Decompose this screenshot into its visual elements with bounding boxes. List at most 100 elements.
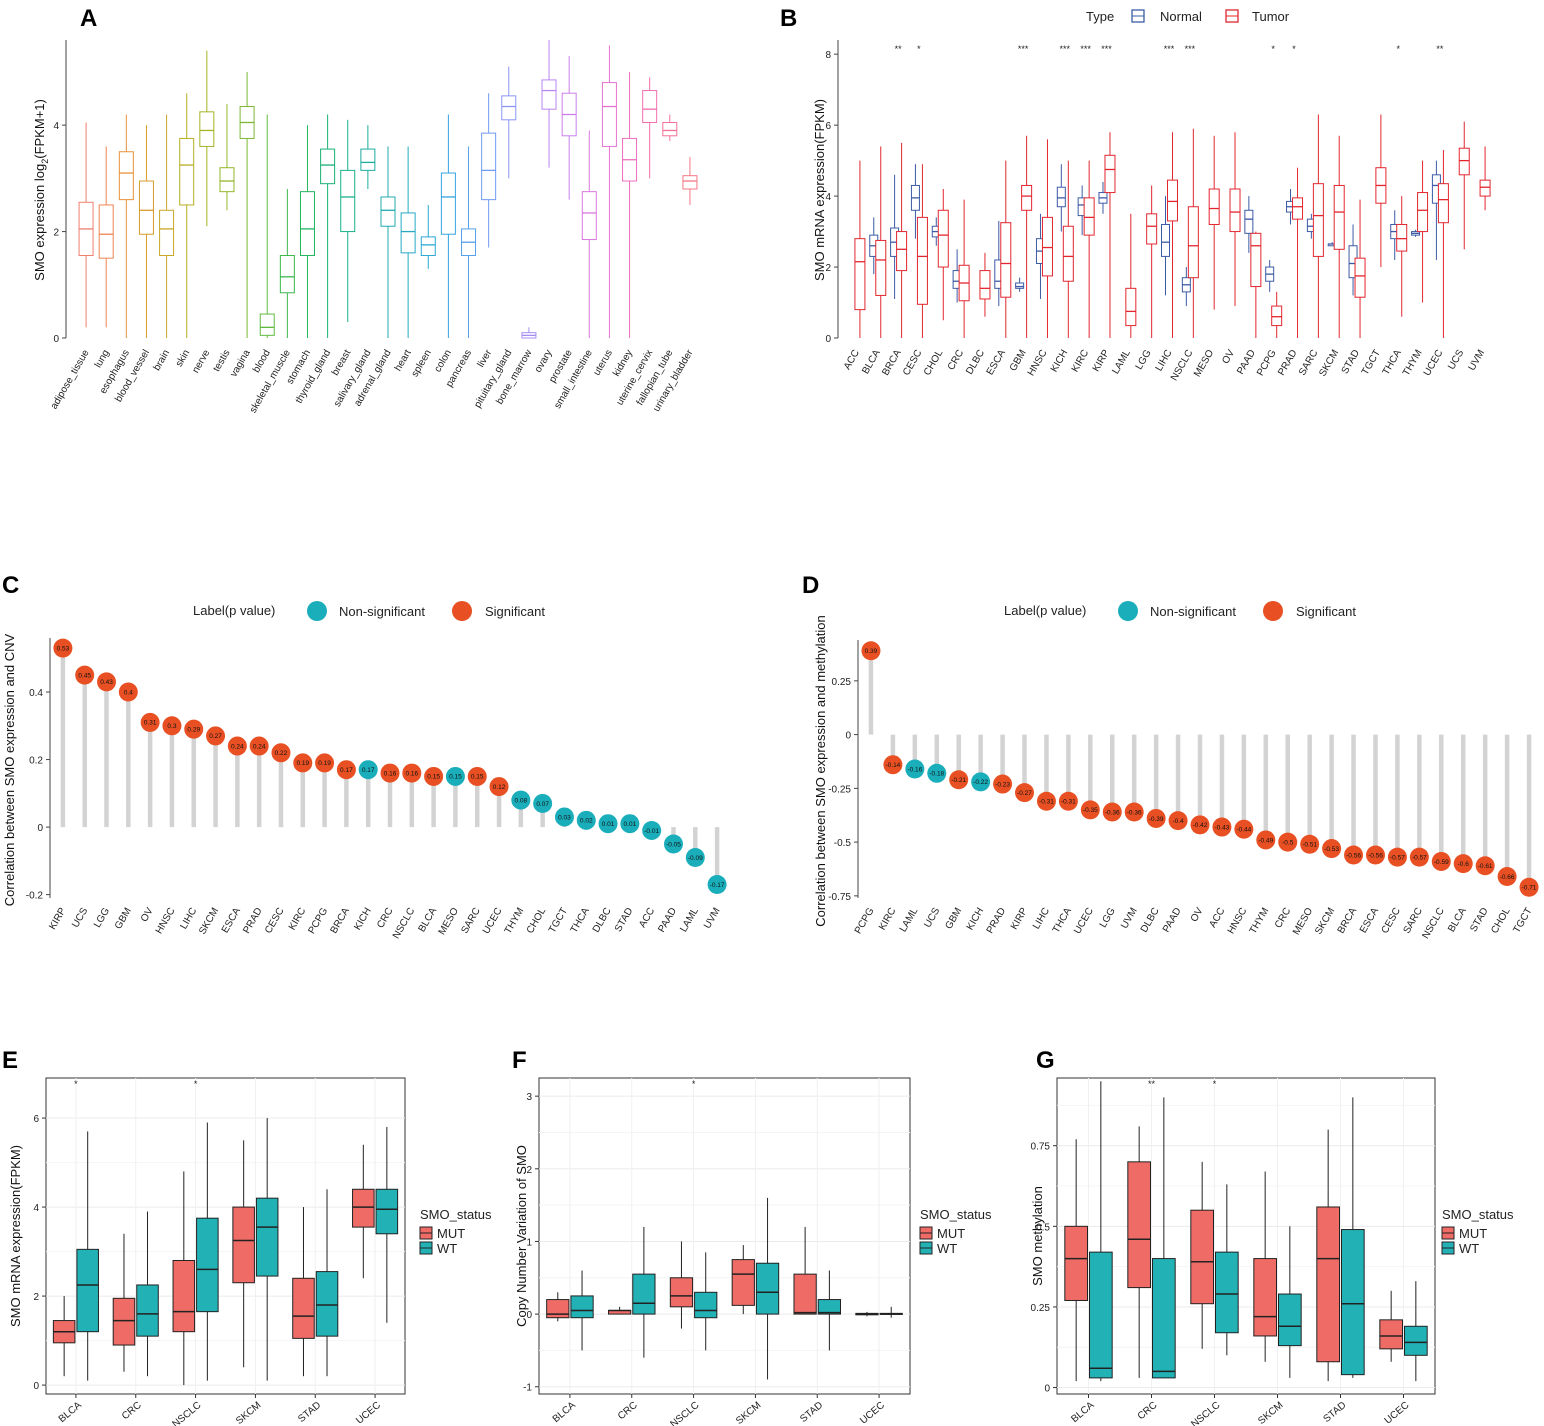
box-iqr <box>1190 1209 1214 1305</box>
category-label: NSCLC <box>170 1400 203 1426</box>
box-iqr <box>501 95 517 121</box>
y-axis-title: Copy Number Variation of SMO <box>514 1145 529 1327</box>
category-label: CRC <box>946 348 966 372</box>
category-label: UCS <box>1446 348 1466 372</box>
y-tick-label: 0 <box>825 334 831 345</box>
category-label: UVM <box>702 906 723 931</box>
box-iqr <box>694 1291 718 1319</box>
dot-value-label: -0.31 <box>1039 799 1054 806</box>
category-label: SKCM <box>1313 906 1337 937</box>
category-label: KIRC <box>287 906 308 932</box>
panel-letter: G <box>1036 1047 1055 1074</box>
box-iqr <box>662 121 678 137</box>
lollipop-dot <box>249 736 269 756</box>
panel-c: -0.2 0 0.2 0.4 0.53 KIRP 0.45 UCS 0.43 LGG 0.4 GBM 0… <box>26 601 727 941</box>
dot-value-label: -0.66 <box>1500 874 1515 881</box>
box-iqr <box>581 191 597 241</box>
dot-value-label: 0.08 <box>515 797 528 804</box>
legend-key-nonsig <box>1118 601 1138 621</box>
plot-frame <box>538 1077 911 1395</box>
legend-label: Non-significant <box>1150 604 1236 619</box>
y-tick-label: 4 <box>33 1203 39 1214</box>
category-label: PRAD <box>985 906 1008 936</box>
significance-mark: * <box>194 1079 198 1089</box>
legend-label: WT <box>437 1241 457 1256</box>
category-label: HNSC <box>1026 348 1050 378</box>
dot-value-label: 0.15 <box>427 774 440 781</box>
dot-value-label: -0.16 <box>907 766 922 773</box>
lollipop-dot <box>554 807 574 827</box>
category-label: STAD <box>613 906 635 934</box>
lollipop-dot <box>1300 834 1320 854</box>
box-iqr <box>541 79 557 110</box>
box-iqr <box>669 1277 694 1308</box>
y-tick-label: 0 <box>37 823 43 834</box>
category-label: LIHC <box>1154 348 1175 373</box>
category-label: PCPG <box>853 906 877 936</box>
box-iqr <box>1250 232 1262 288</box>
category-label: OV <box>139 906 156 924</box>
dot-value-label: -0.23 <box>995 781 1010 788</box>
dot-value-label: -0.56 <box>1368 852 1383 859</box>
y-tick-label: 3 <box>526 1092 532 1103</box>
y-tick-label: 2 <box>526 1165 532 1176</box>
lollipop-dot <box>1168 811 1188 831</box>
category-label: MESO <box>1291 906 1315 937</box>
lollipop-dot <box>663 834 683 854</box>
lollipop-dot <box>336 760 356 780</box>
box-iqr <box>1146 213 1158 245</box>
lollipop-dot <box>1409 847 1429 867</box>
category-label: KICH <box>965 906 986 932</box>
box-iqr <box>136 1284 159 1337</box>
box-iqr <box>1341 1229 1365 1376</box>
significance-mark: * <box>1292 44 1296 54</box>
category-label: UCS <box>922 906 942 930</box>
box-iqr <box>481 132 497 201</box>
significance-mark: * <box>1396 44 1400 54</box>
category-label: STAD <box>1468 906 1490 934</box>
dot-value-label: -0.22 <box>973 779 988 786</box>
box-iqr <box>1278 1293 1302 1347</box>
category-label: LGG <box>1134 348 1154 372</box>
category-label: brain <box>152 348 173 373</box>
dot-value-label: 0.29 <box>187 726 200 733</box>
lollipop-dot <box>75 665 95 685</box>
category-label: GBM <box>1008 348 1029 373</box>
box-iqr <box>1271 305 1283 327</box>
lollipop-dot <box>576 810 596 830</box>
dot-value-label: 0.24 <box>231 743 244 750</box>
dot-value-label: 0.12 <box>493 784 506 791</box>
category-label: BLCA <box>551 1400 578 1425</box>
dot-value-label: 0.15 <box>449 774 462 781</box>
dot-value-label: -0.36 <box>1127 809 1142 816</box>
category-label: KIRC <box>1070 348 1091 374</box>
lollipop-dot <box>467 766 487 786</box>
y-tick-label: 1 <box>526 1237 532 1248</box>
dot-value-label: 0.15 <box>471 774 484 781</box>
category-label: BLCA <box>1446 906 1469 934</box>
lollipop-dot <box>685 847 705 867</box>
dot-value-label: -0.01 <box>644 828 659 835</box>
box-iqr <box>255 1197 279 1277</box>
category-label: KIRP <box>1091 348 1112 374</box>
category-label: TGCT <box>547 906 570 935</box>
category-label: MESO <box>1192 348 1216 379</box>
significance-mark: *** <box>1164 44 1175 54</box>
y-tick-label: -0.2 <box>26 891 44 902</box>
lollipop-dot <box>445 766 465 786</box>
dot-value-label: -0.59 <box>1434 859 1449 866</box>
dot-value-label: 0.16 <box>405 770 418 777</box>
legend-label: WT <box>937 1241 957 1256</box>
y-tick-label: 0.25 <box>1031 1303 1051 1314</box>
box-iqr <box>375 1188 399 1235</box>
dot-value-label: -0.31 <box>1061 799 1076 806</box>
dot-value-label: 0.03 <box>558 814 571 821</box>
box-iqr <box>292 1277 315 1339</box>
box-iqr <box>360 148 376 171</box>
dot-value-label: 0.45 <box>78 672 91 679</box>
panel-d: -0.75 -0.5 -0.25 0 0.25 0.39 PCPG -0.14 KIRC -0.1… <box>828 601 1539 941</box>
dot-value-label: -0.17 <box>710 882 725 889</box>
legend-title: Type <box>1086 9 1114 24</box>
box-iqr <box>76 1248 99 1333</box>
lollipop-dot <box>1015 783 1035 803</box>
